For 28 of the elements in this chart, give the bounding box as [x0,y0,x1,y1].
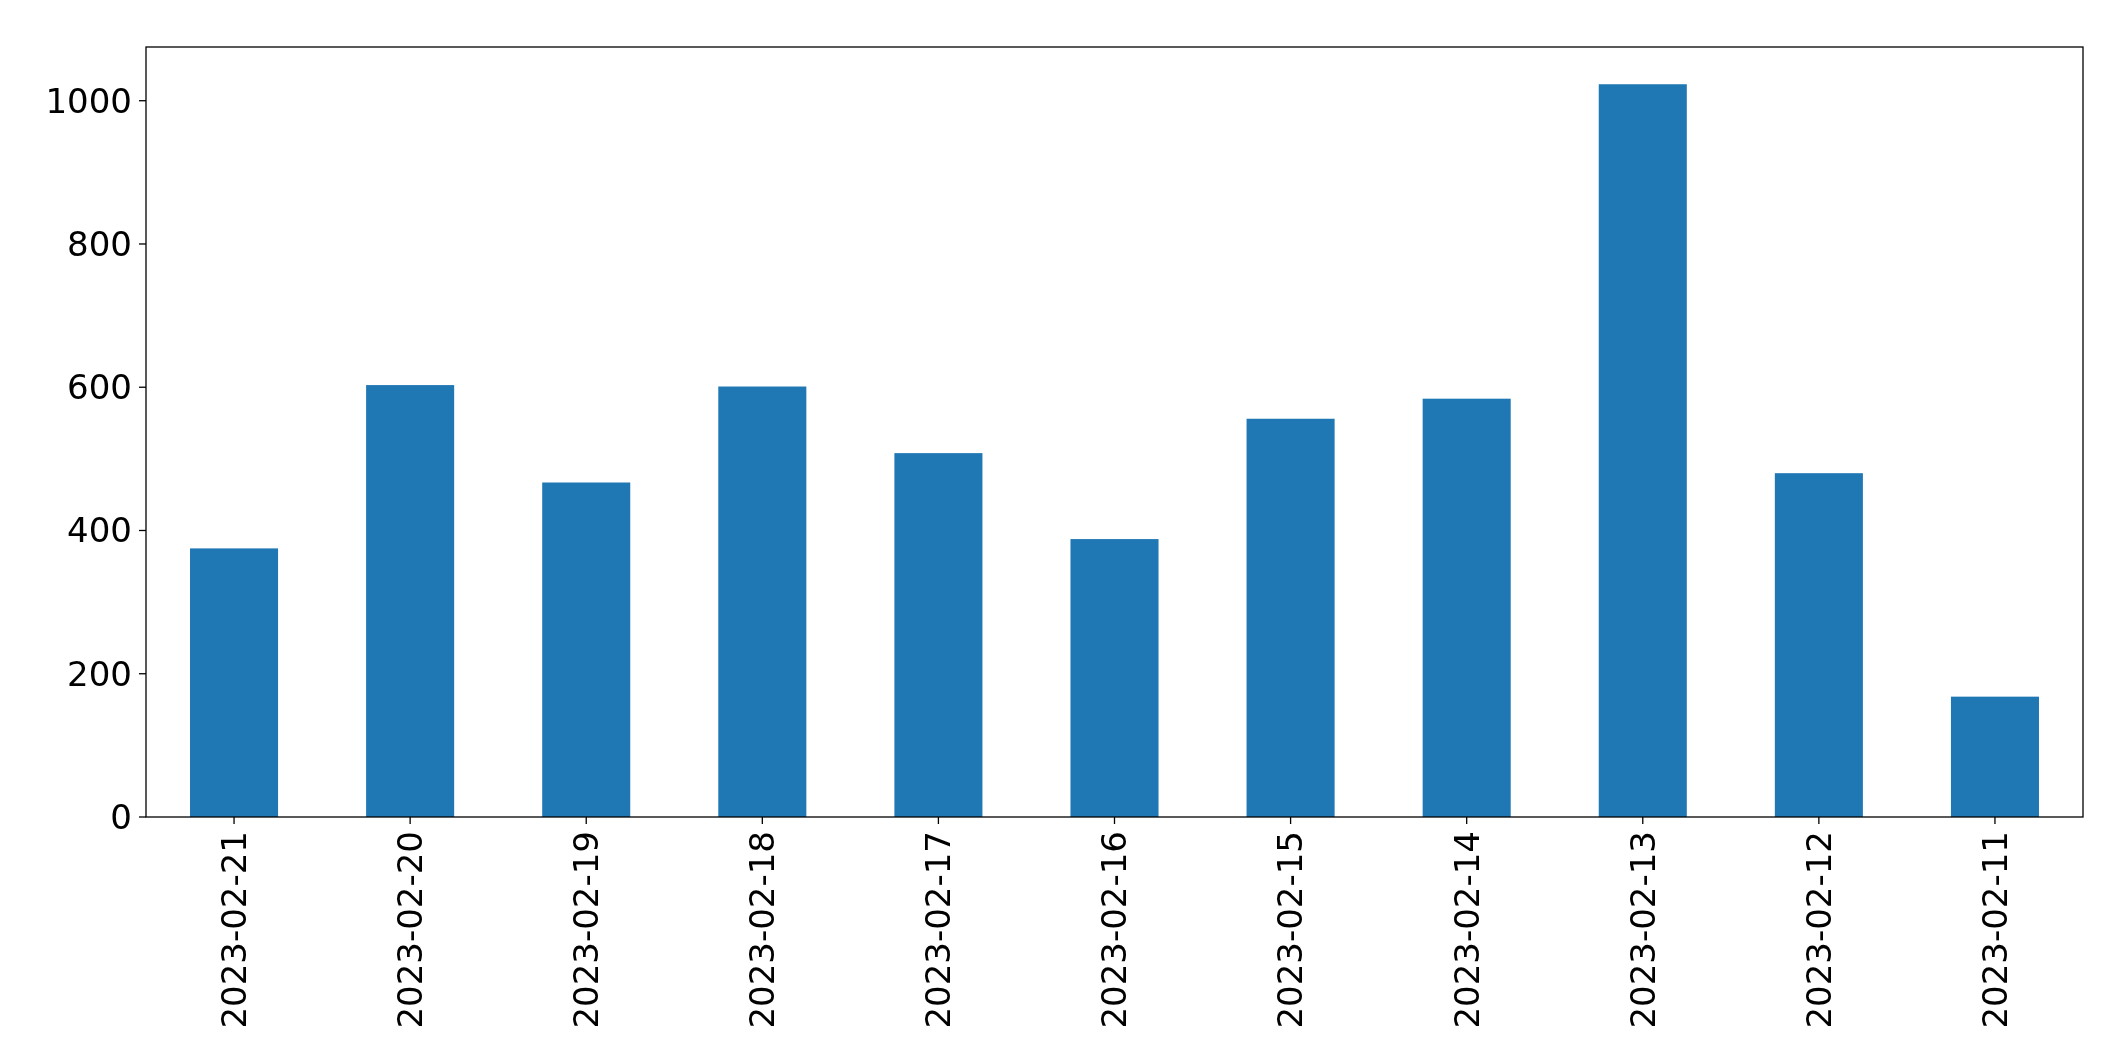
bar [542,482,631,817]
y-tick-label: 600 [67,367,132,408]
x-tick-label: 2023-02-19 [566,831,607,1029]
bar [1070,539,1159,817]
x-tick-label: 2023-02-13 [1622,831,1663,1029]
bar [366,385,455,817]
bar [1246,418,1335,817]
x-tick-label: 2023-02-17 [918,831,959,1029]
bar [190,548,279,817]
x-tick-label: 2023-02-14 [1446,831,1487,1029]
x-tick-label: 2023-02-16 [1094,831,1135,1029]
x-tick-label: 2023-02-11 [1974,831,2015,1029]
x-tick-label: 2023-02-21 [213,831,254,1029]
bar [1422,398,1511,817]
bar [1950,696,2039,817]
bar [1598,84,1687,817]
x-tick-label: 2023-02-18 [742,831,783,1029]
y-tick-label: 0 [110,796,132,837]
bar [894,453,983,817]
y-tick-label: 400 [67,510,132,551]
x-tick-label: 2023-02-15 [1270,831,1311,1029]
bar [718,386,807,817]
bar [1774,473,1863,817]
x-tick-label: 2023-02-20 [390,831,431,1029]
y-tick-label: 200 [67,653,132,694]
y-tick-label: 800 [67,223,132,264]
x-tick-label: 2023-02-12 [1798,831,1839,1029]
y-tick-label: 1000 [45,80,132,121]
